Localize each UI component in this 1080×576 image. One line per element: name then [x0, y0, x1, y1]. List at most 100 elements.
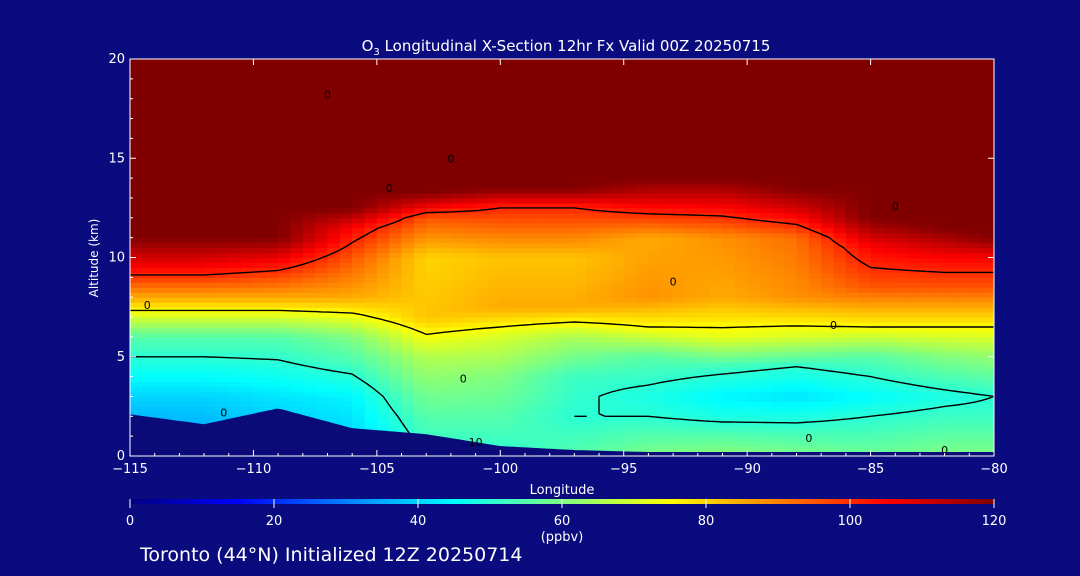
heatmap-cell [648, 282, 662, 288]
heatmap-cell [364, 331, 378, 338]
heatmap-cell [771, 128, 785, 135]
heatmap-cell [500, 168, 514, 174]
heatmap-cell [352, 242, 366, 249]
heatmap-cell [241, 346, 255, 353]
heatmap-cell [599, 78, 612, 85]
heatmap-cell [673, 247, 687, 254]
heatmap-cell [623, 68, 637, 75]
heatmap-cell [438, 108, 452, 115]
heatmap-cell [191, 88, 205, 95]
heatmap-cell [327, 178, 341, 184]
heatmap-cell [265, 192, 279, 199]
heatmap-cell [623, 391, 637, 398]
heatmap-cell [401, 252, 415, 259]
heatmap-cell [228, 108, 242, 115]
heatmap-cell [796, 272, 810, 278]
heatmap-cell [339, 232, 353, 239]
heatmap-cell [710, 366, 724, 373]
heatmap-cell [154, 262, 168, 269]
heatmap-cell [426, 113, 440, 120]
heatmap-cell [475, 98, 489, 105]
heatmap-cell [204, 133, 217, 139]
heatmap-cell [870, 282, 884, 288]
heatmap-cell [784, 277, 798, 283]
heatmap-cell [426, 302, 440, 308]
heatmap-cell [562, 93, 575, 100]
heatmap-cell [167, 227, 180, 234]
heatmap-cell [697, 331, 711, 338]
heatmap-cell [278, 192, 292, 199]
heatmap-cell [648, 143, 662, 149]
heatmap-cell [290, 133, 304, 139]
heatmap-cell [290, 68, 304, 75]
heatmap-cell [796, 242, 810, 249]
heatmap-cell [833, 406, 847, 412]
heatmap-cell [537, 426, 551, 432]
heatmap-cell [858, 192, 872, 199]
heatmap-cell [413, 336, 427, 343]
heatmap-cell [191, 277, 205, 283]
heatmap-cell [167, 376, 180, 383]
heatmap-cell [302, 331, 316, 338]
heatmap-cell [648, 88, 662, 95]
heatmap-cell [401, 158, 415, 164]
heatmap-cell [290, 59, 304, 65]
heatmap-cell [734, 436, 748, 442]
heatmap-cell [833, 78, 847, 85]
heatmap-cell [537, 401, 551, 407]
heatmap-cell [290, 247, 304, 254]
heatmap-cell [352, 361, 366, 368]
heatmap-cell [882, 108, 896, 115]
heatmap-cell [845, 143, 859, 149]
heatmap-cell [216, 128, 230, 135]
heatmap-cell [450, 312, 464, 318]
heatmap-cell [796, 59, 810, 65]
heatmap-cell [438, 371, 452, 378]
heatmap-cell [796, 426, 810, 432]
heatmap-cell [833, 247, 847, 254]
heatmap-cell [167, 88, 180, 95]
heatmap-cell [426, 232, 440, 239]
heatmap-cell [204, 158, 217, 164]
heatmap-cell [808, 212, 822, 219]
heatmap-cell [364, 416, 378, 422]
heatmap-cell [179, 123, 193, 130]
heatmap-cell [463, 202, 477, 209]
heatmap-cell [599, 386, 612, 393]
heatmap-cell [808, 148, 822, 154]
heatmap-cell [697, 242, 711, 249]
heatmap-cell [845, 436, 859, 442]
heatmap-cell [290, 401, 304, 407]
heatmap-cell [426, 88, 440, 95]
heatmap-cell [697, 78, 711, 85]
heatmap-cell [611, 272, 625, 278]
heatmap-cell [697, 421, 711, 427]
heatmap-cell [524, 326, 538, 333]
heatmap-cell [401, 376, 415, 383]
heatmap-cell [808, 133, 822, 139]
heatmap-cell [648, 118, 662, 125]
heatmap-cell [241, 163, 255, 169]
heatmap-cell [611, 292, 625, 298]
heatmap-cell [574, 331, 588, 338]
heatmap-cell [154, 78, 168, 85]
heatmap-cell [278, 78, 292, 85]
heatmap-cell [808, 446, 822, 452]
heatmap-cell [747, 113, 761, 120]
heatmap-cell [808, 138, 822, 144]
heatmap-cell [821, 287, 835, 293]
heatmap-cell [302, 247, 316, 254]
heatmap-cell [710, 436, 724, 442]
heatmap-cell [870, 217, 884, 224]
heatmap-cell [524, 297, 538, 303]
heatmap-cell [623, 188, 637, 194]
heatmap-cell [352, 113, 366, 120]
heatmap-cell [426, 267, 440, 273]
heatmap-cell [599, 188, 612, 194]
heatmap-cell [574, 68, 588, 75]
heatmap-cell [697, 272, 711, 278]
heatmap-cell [191, 391, 205, 398]
heatmap-cell [265, 93, 279, 100]
heatmap-cell [636, 247, 649, 254]
heatmap-cell [524, 242, 538, 249]
